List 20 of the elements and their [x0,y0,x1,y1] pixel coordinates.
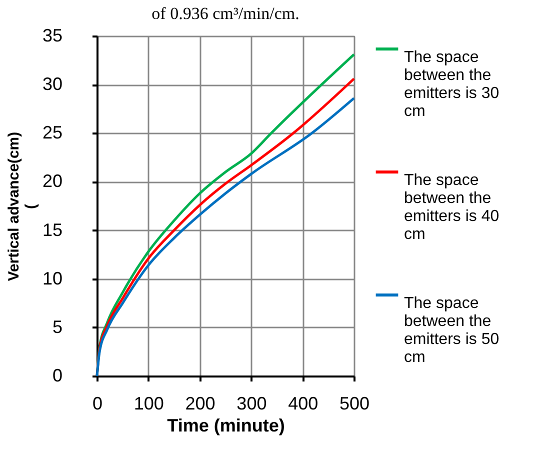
x-tick-label: 0 [92,394,103,414]
x-tick-label: 200 [185,394,216,414]
legend-label: The space between the emitters is 50 cm [404,295,500,366]
legend-label: The space between the emitters is 40 cm [404,172,500,243]
y-tick-label: 25 [42,122,62,143]
y-tick-label: 20 [42,171,62,192]
chart-title: of 0.936 cm³/min/cm. [152,4,300,23]
y-tick-label: 15 [42,220,62,240]
x-axis-title: Time (minute) [167,416,285,436]
x-tick-label: 500 [339,394,370,414]
y-tick-label: 5 [52,316,62,337]
legend-label: The space between the emitters is 30 cm [404,49,500,120]
x-tick-label: 100 [134,394,164,414]
y-tick-label: 35 [42,26,62,46]
y-tick-label: 0 [52,366,62,386]
y-axis-title: Vertical advance(cm) ( [5,132,40,282]
x-tick-label: 400 [288,394,318,414]
x-tick-label: 300 [236,394,267,414]
y-tick-label: 30 [42,74,62,94]
y-tick-label: 10 [42,268,62,288]
